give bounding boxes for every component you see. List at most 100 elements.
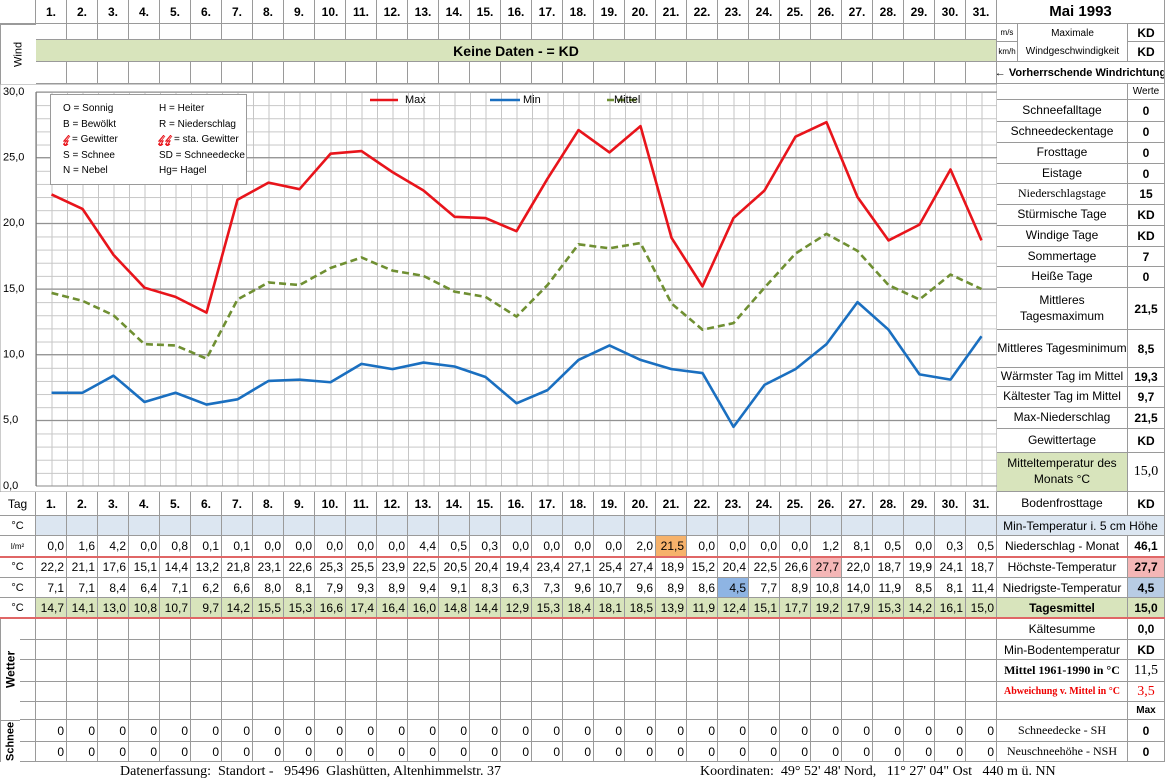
stats-blank [997,702,1128,720]
day-cell [315,640,346,660]
day-value: 0 [687,720,718,742]
day-value: 0 [532,742,563,762]
day-cell [718,640,749,660]
day-cell [284,660,315,682]
day-value: 0 [36,720,67,742]
day-value: 4,5 [718,578,749,598]
day-cell [501,516,532,536]
row-label-blank [20,742,36,762]
day-cell [67,640,98,660]
day-value: 15,5 [253,598,284,618]
day-cell [284,640,315,660]
day-cell [67,702,98,720]
day-header: 5. [160,492,191,516]
day-header: 6. [191,0,222,24]
day-cell [749,516,780,536]
wind-unit: m/s [997,24,1018,42]
day-cell [315,702,346,720]
day-value: 6,3 [501,578,532,598]
day-value: 0 [656,720,687,742]
day-header: 2. [67,0,98,24]
day-value: 12,4 [718,598,749,618]
wind-cell [67,24,98,40]
day-cell [67,660,98,682]
day-header: 18. [563,0,594,24]
wind-cell [191,24,222,40]
row-label-blank [20,618,36,640]
day-cell [904,682,935,702]
day-value: 0 [811,720,842,742]
day-cell [749,682,780,702]
day-value: 0 [315,742,346,762]
day-cell [811,682,842,702]
stats-label: Kältesumme [997,618,1128,640]
day-cell [625,682,656,702]
symbol-item: = sta. Gewitter [174,134,239,145]
day-value: 18,7 [873,557,904,578]
symbol-item: Hg= Hagel [159,165,207,176]
day-cell [222,640,253,660]
wind-value: KD [1128,42,1165,62]
footer-text: Koordinaten: 49° 52' 48' Nord, 11° 27' 0… [700,764,1056,779]
day-cell [780,702,811,720]
day-cell [439,618,470,640]
day-cell [625,660,656,682]
day-cell [749,618,780,640]
day-value: 13,0 [98,598,129,618]
weather-label: Wetter [0,618,20,720]
y-tick-label: 20,0 [3,217,24,229]
stats-value: KD [1128,492,1165,516]
day-value: 0 [935,742,966,762]
day-value: 20,4 [718,557,749,578]
stats-value: 0 [1128,164,1165,184]
day-value: 1,2 [811,536,842,557]
day-value: 7,3 [532,578,563,598]
day-cell [346,660,377,682]
separator [0,617,1165,619]
wind-cell [687,62,718,84]
wind-cell [718,24,749,40]
stats-value: 0 [1128,720,1165,742]
day-value: 0,0 [687,536,718,557]
day-value: 21,8 [222,557,253,578]
day-value: 15,3 [284,598,315,618]
day-cell [966,682,997,702]
thunder-icon [158,135,166,146]
stats-label: Schneefalltage [997,100,1128,122]
day-value: 9,3 [346,578,377,598]
thunder-icon [165,135,173,146]
stats-value: 3,5 [1128,682,1165,702]
wind-cell [408,24,439,40]
day-value: 0,0 [284,536,315,557]
day-value: 15,3 [873,598,904,618]
day-value: 0 [501,742,532,762]
day-header: 25. [780,0,811,24]
wind-max-label: Maximale [1018,24,1128,42]
day-cell [687,516,718,536]
day-cell [284,682,315,702]
day-cell [191,516,222,536]
day-header: 17. [532,492,563,516]
day-cell [935,640,966,660]
day-value: 0 [377,720,408,742]
wind-cell [501,62,532,84]
day-header: 13. [408,492,439,516]
day-cell [160,640,191,660]
day-cell [966,660,997,682]
legend-label: Max [405,94,426,106]
day-value: 14,2 [904,598,935,618]
wind-value: KD [1128,24,1165,42]
day-cell [780,682,811,702]
day-value: 0 [563,742,594,762]
day-value: 19,4 [501,557,532,578]
day-value: 0 [408,720,439,742]
day-value: 0 [470,742,501,762]
day-cell [160,702,191,720]
day-cell [842,682,873,702]
day-cell [842,640,873,660]
day-value: 11,9 [687,598,718,618]
day-header: 21. [656,0,687,24]
day-cell [811,660,842,682]
day-cell [563,702,594,720]
